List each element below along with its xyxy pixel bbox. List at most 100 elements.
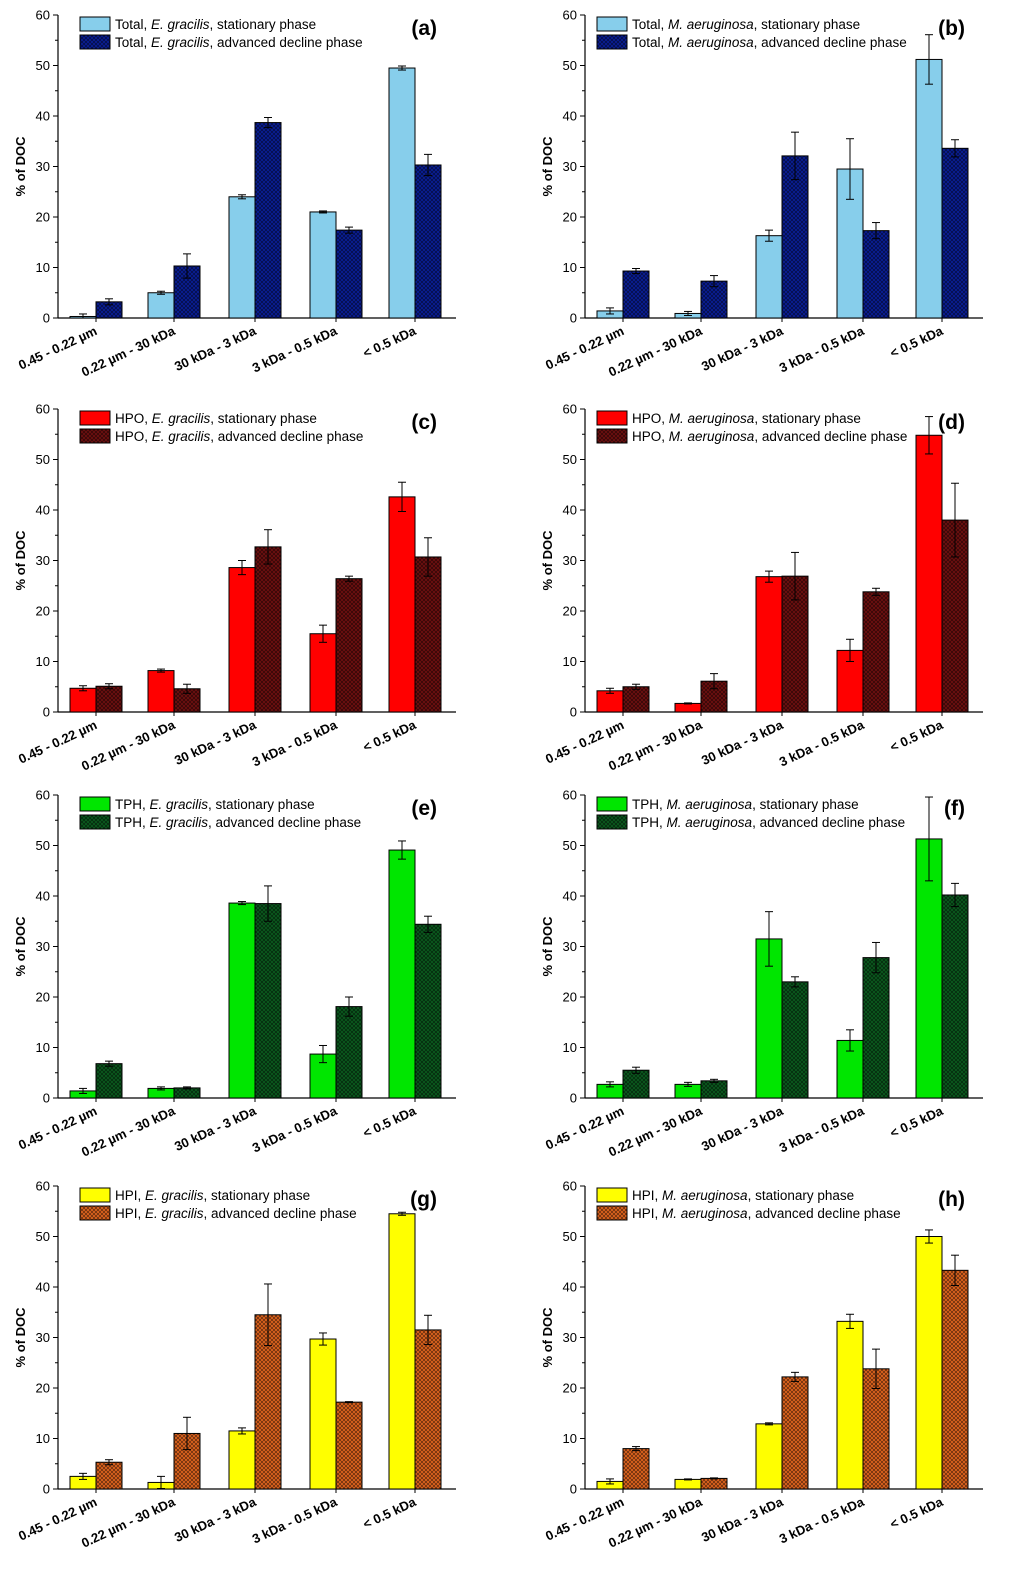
legend-label: HPI, E. gracilis, stationary phase	[115, 1188, 310, 1203]
bar-decline	[941, 894, 969, 1099]
legend-swatch	[79, 428, 111, 444]
bar-decline	[173, 1087, 201, 1099]
legend-swatch	[596, 814, 628, 830]
legend-swatch	[79, 16, 111, 32]
y-tick-label: 60	[36, 788, 50, 803]
legend-swatch	[596, 796, 628, 812]
y-tick-label: 0	[43, 311, 50, 326]
y-tick-label: 60	[36, 8, 50, 23]
y-tick-label: 50	[36, 838, 50, 853]
x-category-label: < 0.5 kDa	[887, 1103, 945, 1141]
bar-stationary	[915, 1236, 943, 1490]
y-tick-label: 50	[36, 58, 50, 73]
legend-label: Total, E. gracilis, advanced decline pha…	[115, 35, 363, 50]
y-tick-label: 40	[36, 109, 50, 124]
x-category-label: 30 kDa - 3 kDa	[699, 323, 786, 374]
y-tick-label: 0	[570, 705, 577, 720]
bar-stationary	[69, 687, 97, 713]
bar-decline	[781, 981, 809, 1099]
bar-stationary	[388, 67, 416, 319]
legend-swatch	[79, 1205, 111, 1221]
y-tick-label: 20	[36, 990, 50, 1005]
bar-stationary	[228, 902, 256, 1099]
y-axis-label: % of DOC	[540, 530, 555, 591]
panel-label: (b)	[938, 17, 965, 40]
bar-stationary	[915, 838, 943, 1099]
x-category-label: 30 kDa - 3 kDa	[699, 717, 786, 768]
x-category-label: < 0.5 kDa	[360, 717, 418, 755]
y-tick-label: 20	[563, 604, 577, 619]
bar-decline	[781, 1376, 809, 1490]
bar-stationary	[309, 633, 337, 713]
bar-stationary	[674, 702, 702, 713]
y-tick-label: 60	[563, 1179, 577, 1194]
x-category-label: < 0.5 kDa	[360, 323, 418, 361]
panel-label: (c)	[411, 411, 437, 434]
bar-decline	[414, 556, 442, 713]
y-tick-label: 30	[563, 1330, 577, 1345]
x-category-label: 30 kDa - 3 kDa	[172, 1103, 259, 1154]
y-tick-label: 60	[36, 1179, 50, 1194]
y-tick-label: 20	[563, 210, 577, 225]
y-tick-label: 50	[563, 1229, 577, 1244]
bar-decline	[622, 1069, 650, 1099]
legend-swatch	[79, 410, 111, 426]
y-tick-label: 50	[563, 838, 577, 853]
bar-decline	[335, 229, 363, 319]
bar-decline	[622, 270, 650, 319]
bar-stationary	[147, 292, 175, 319]
y-tick-label: 60	[563, 8, 577, 23]
bar-decline	[95, 685, 123, 713]
legend-label: HPO, E. gracilis, stationary phase	[115, 411, 317, 426]
x-category-label: 3 kDa - 0.5 kDa	[250, 323, 340, 376]
panel-label: (f)	[944, 797, 965, 820]
bar-decline	[622, 1448, 650, 1490]
bar-decline	[414, 164, 442, 319]
x-category-label: 3 kDa - 0.5 kDa	[777, 1103, 867, 1156]
bar-decline	[254, 546, 282, 713]
legend-label: HPI, E. gracilis, advanced decline phase	[115, 1206, 357, 1221]
y-axis-label: % of DOC	[540, 1307, 555, 1368]
bar-decline	[254, 122, 282, 319]
panel-label: (a)	[411, 17, 437, 40]
bar-stationary	[674, 1478, 702, 1490]
x-category-label: < 0.5 kDa	[360, 1494, 418, 1532]
x-category-label: < 0.5 kDa	[360, 1103, 418, 1141]
bar-stationary	[147, 670, 175, 713]
bar-stationary	[228, 1430, 256, 1490]
y-tick-label: 50	[563, 452, 577, 467]
legend-label: TPH, M. aeruginosa, stationary phase	[632, 797, 859, 812]
bar-decline	[862, 957, 890, 1099]
bar-stationary	[228, 196, 256, 319]
x-category-label: 3 kDa - 0.5 kDa	[777, 1494, 867, 1547]
legend-label: TPH, M. aeruginosa, advanced decline pha…	[632, 815, 905, 830]
y-axis-label: % of DOC	[540, 136, 555, 197]
y-axis-label: % of DOC	[13, 136, 28, 197]
panel-label: (g)	[410, 1188, 437, 1211]
legend-label: HPO, M. aeruginosa, advanced decline pha…	[632, 429, 907, 444]
y-tick-label: 10	[563, 1040, 577, 1055]
legend-label: Total, M. aeruginosa, stationary phase	[632, 17, 860, 32]
x-category-label: 30 kDa - 3 kDa	[699, 1103, 786, 1154]
y-tick-label: 20	[36, 210, 50, 225]
panel-label: (e)	[411, 797, 437, 820]
x-category-label: < 0.5 kDa	[887, 717, 945, 755]
y-axis-label: % of DOC	[540, 916, 555, 977]
y-tick-label: 20	[36, 1381, 50, 1396]
bar-stationary	[309, 211, 337, 319]
y-tick-label: 50	[36, 452, 50, 467]
bar-decline	[335, 578, 363, 713]
y-tick-label: 30	[36, 159, 50, 174]
legend-label: TPH, E. gracilis, advanced decline phase	[115, 815, 361, 830]
x-category-label: 30 kDa - 3 kDa	[172, 717, 259, 768]
bar-stationary	[915, 58, 943, 319]
legend-label: HPI, M. aeruginosa, advanced decline pha…	[632, 1206, 901, 1221]
y-tick-label: 10	[36, 654, 50, 669]
y-tick-label: 10	[563, 654, 577, 669]
bar-decline	[335, 1401, 363, 1490]
y-tick-label: 40	[563, 889, 577, 904]
